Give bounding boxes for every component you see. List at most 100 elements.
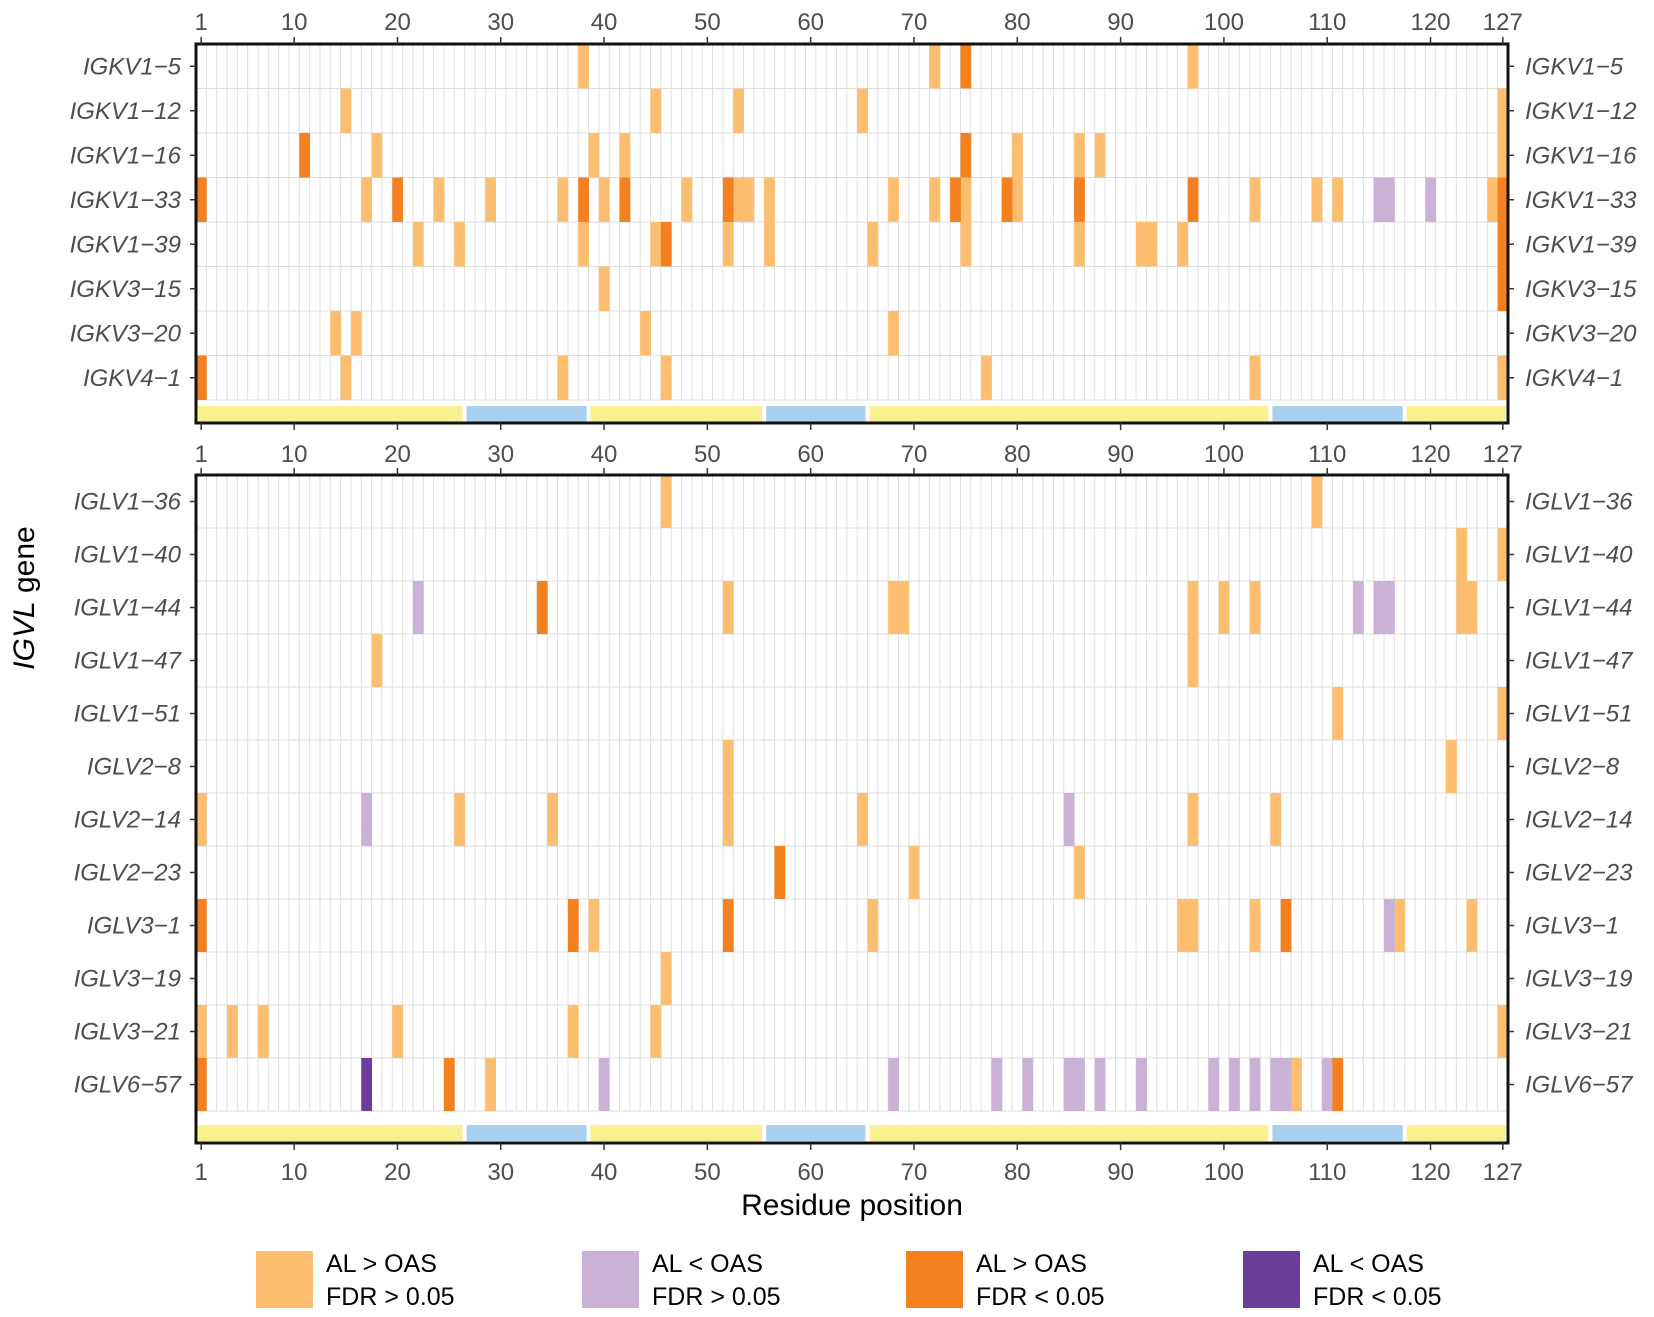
heatmap-cell [1497, 355, 1509, 400]
heatmap-cell [1249, 899, 1261, 952]
heatmap-cell [1280, 899, 1292, 952]
legend-swatch [906, 1251, 963, 1308]
heatmap-cell [392, 1005, 404, 1058]
heatmap-cell [1497, 1005, 1509, 1058]
legend-label: FDR < 0.05 [976, 1283, 1105, 1311]
heatmap-cell [660, 222, 672, 267]
x-tick-label: 90 [1107, 1159, 1134, 1186]
x-tick-label: 10 [281, 441, 308, 468]
heatmap-cell [412, 581, 424, 634]
heatmap-cell [196, 1058, 207, 1111]
heatmap-cell [774, 846, 786, 899]
heatmap-cell [257, 1005, 269, 1058]
heatmap-cell [1394, 899, 1406, 952]
heatmap-cell [340, 355, 352, 400]
heatmap-cell [1456, 581, 1468, 634]
gene-label-right: IGLV3−21 [1525, 1019, 1632, 1046]
heatmap-cell [443, 1058, 455, 1111]
x-tick-label: 110 [1308, 1159, 1346, 1186]
heatmap-cell [1249, 1058, 1261, 1111]
heatmap-cell [722, 740, 734, 793]
legend-label: FDR > 0.05 [326, 1283, 455, 1311]
heatmap-cell [1384, 899, 1395, 952]
gene-label-left: IGLV2−14 [74, 807, 181, 834]
heatmap-cell [1012, 133, 1023, 178]
x-tick-label: 1 [194, 1159, 207, 1186]
legend-swatch [582, 1251, 639, 1308]
x-tick-label: 40 [591, 1159, 618, 1186]
x-tick-label: 70 [901, 1159, 928, 1186]
gene-label-left: IGKV4−1 [83, 365, 181, 392]
gene-label-left: IGKV1−39 [70, 231, 181, 258]
heatmap-cell [888, 1058, 899, 1111]
heatmap-cell [960, 222, 972, 267]
legend-label: AL < OAS [1313, 1250, 1424, 1278]
heatmap-cell [1332, 1058, 1344, 1111]
heatmap-cell [196, 1005, 207, 1058]
heatmap-cell [1353, 581, 1364, 634]
heatmap-cell [867, 899, 879, 952]
heatmap-cell [578, 44, 589, 89]
gene-label-right: IGLV1−36 [1525, 489, 1633, 516]
x-tick-label: 60 [797, 441, 824, 468]
gene-label-left: IGLV3−21 [74, 1019, 181, 1046]
gene-label-left: IGKV3−15 [70, 276, 182, 303]
heatmap-cell [536, 581, 548, 634]
x-tick-label: 10 [281, 9, 308, 36]
heatmap-cell [1136, 1058, 1147, 1111]
heatmap-cell [1177, 899, 1189, 952]
region-band [1406, 1125, 1506, 1141]
x-tick-label: 120 [1410, 1159, 1450, 1186]
heatmap-cell [350, 311, 362, 356]
heatmap-cell [960, 177, 972, 222]
heatmap-cell [1311, 177, 1323, 222]
heatmap-cell [361, 793, 373, 846]
heatmap-cell [1094, 133, 1106, 178]
heatmap-cell [733, 177, 744, 222]
heatmap-cell [1322, 1058, 1333, 1111]
heatmap-cell [1001, 177, 1013, 222]
gene-label-right: IGLV2−23 [1525, 860, 1633, 887]
heatmap-cell [1187, 581, 1199, 634]
heatmap-cell [857, 88, 868, 133]
heatmap-cell [299, 133, 311, 178]
gene-label-left: IGLV1−44 [74, 595, 181, 622]
heatmap-cell [598, 1058, 610, 1111]
gene-label-left: IGLV2−23 [74, 860, 182, 887]
heatmap-cell [588, 133, 600, 178]
heatmap-cell [681, 177, 693, 222]
heatmap-cell [888, 581, 899, 634]
heatmap-cell [960, 44, 972, 89]
heatmap-cell [981, 355, 992, 400]
heatmap-cell [867, 222, 879, 267]
heatmap-cell [392, 177, 404, 222]
heatmap-cell [960, 133, 972, 178]
x-tick-label: 127 [1483, 441, 1523, 468]
heatmap-cell [722, 581, 734, 634]
gene-label-left: IGLV3−19 [74, 966, 181, 993]
x-tick-label: 80 [1004, 441, 1031, 468]
heatmap-cell [1022, 1058, 1034, 1111]
heatmap-cell [1497, 177, 1509, 222]
heatmap-cell [1146, 222, 1158, 267]
heatmap-cell [1466, 581, 1478, 634]
gene-label-right: IGKV3−15 [1525, 276, 1637, 303]
heatmap-cell [1384, 177, 1395, 222]
heatmap-cell [578, 222, 589, 267]
heatmap-cell [722, 793, 734, 846]
x-tick-label: 1 [194, 9, 207, 36]
heatmap-cell [454, 793, 465, 846]
gene-label-right: IGLV3−1 [1525, 913, 1619, 940]
heatmap-cell [1373, 177, 1385, 222]
panel-frame [194, 473, 1510, 1145]
heatmap-cell [857, 793, 868, 846]
legend-label: FDR < 0.05 [1313, 1283, 1442, 1311]
gene-label-right: IGLV2−14 [1525, 807, 1632, 834]
x-tick-label: 90 [1107, 9, 1134, 36]
heatmap-cell [1497, 88, 1509, 133]
x-tick-label: 110 [1308, 441, 1346, 468]
heatmap-cell [1466, 899, 1478, 952]
gene-label-left: IGKV1−16 [70, 142, 182, 169]
heatmap-cell [1280, 1058, 1292, 1111]
heatmap-cell [1487, 177, 1499, 222]
